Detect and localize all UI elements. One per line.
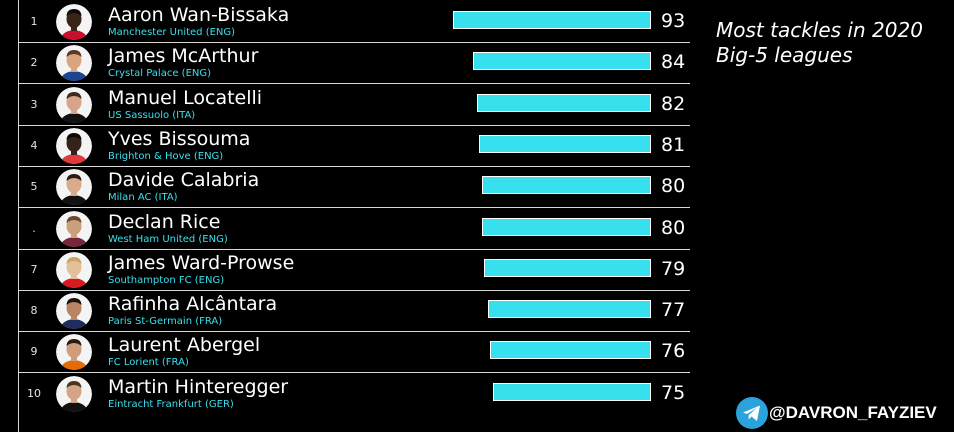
value-bar (483, 258, 651, 277)
table-row: 8 Rafinha Alcântara Paris St-Germain (FRA)… (0, 290, 690, 331)
rank-label: 5 (30, 180, 38, 194)
player-club: Paris St-Germain (FRA) (108, 316, 223, 328)
player-name: Manuel Locatelli (108, 86, 263, 109)
player-avatar (56, 293, 92, 330)
player-club: US Sassuolo (ITA) (108, 109, 196, 121)
player-club: Manchester United (ENG) (108, 27, 236, 38)
player-name: Martin Hinteregger (108, 375, 289, 398)
value-label: 75 (661, 381, 686, 404)
table-row: 5 Davide Calabria Milan AC (ITA) 80 (0, 166, 690, 207)
player-club: Southampton FC (ENG) (108, 274, 225, 286)
row-divider (18, 42, 690, 43)
player-name: Rafinha Alcântara (108, 293, 278, 316)
player-avatar (56, 86, 92, 123)
table-row: 4 Yves Bissouma Brighton & Hove (ENG) 81 (0, 125, 690, 166)
player-avatar (56, 169, 92, 206)
rank-label: 10 (27, 386, 41, 400)
player-club: Eintracht Frankfurt (GER) (108, 398, 234, 410)
row-divider (18, 372, 690, 373)
value-bar (490, 341, 651, 360)
value-bar (481, 217, 651, 236)
player-club: FC Lorient (FRA) (108, 357, 189, 369)
credit-handle: @DAVRON_FAYZIEV (769, 403, 937, 422)
player-name: James McArthur (108, 45, 259, 68)
player-avatar (56, 375, 92, 412)
value-label: 84 (661, 51, 686, 74)
value-bar (453, 11, 651, 29)
table-row: 10 Martin Hinteregger Eintracht Frankfurt … (0, 373, 690, 414)
rank-label: 2 (30, 56, 38, 70)
rank-label: 9 (30, 345, 38, 359)
value-bar (481, 176, 651, 195)
value-bar (477, 93, 651, 112)
value-label: 82 (661, 92, 686, 115)
table-row: 9 Laurent Abergel FC Lorient (FRA) 76 (0, 331, 690, 372)
value-bar (479, 134, 651, 153)
row-divider (18, 331, 690, 332)
player-name: Aaron Wan-Bissaka (108, 4, 290, 26)
player-club: Milan AC (ITA) (108, 192, 178, 204)
player-avatar (56, 334, 92, 371)
player-club: Brighton & Hove (ENG) (108, 150, 224, 162)
telegram-icon (736, 397, 768, 429)
player-avatar (56, 45, 92, 82)
rank-label: 1 (30, 15, 38, 28)
value-label: 77 (661, 299, 686, 322)
player-name: James Ward-Prowse (108, 251, 295, 274)
value-bar (472, 52, 651, 71)
title-line-1: Most tackles in 2020 (716, 18, 923, 42)
rank-label: 7 (30, 262, 38, 276)
row-divider (18, 83, 690, 84)
value-label: 80 (661, 175, 686, 198)
table-row: 1 Aaron Wan-Bissaka Manchester United (ENG… (0, 1, 690, 42)
rank-label: 4 (30, 138, 38, 152)
player-club: Crystal Palace (ENG) (108, 68, 212, 80)
player-avatar (56, 210, 92, 247)
title-line-2: Big-5 leagues (716, 43, 853, 67)
value-label: 81 (661, 133, 686, 156)
row-divider (18, 207, 690, 208)
table-row: 2 James McArthur Crystal Palace (ENG) 84 (0, 42, 690, 83)
value-label: 80 (661, 216, 686, 239)
player-avatar (56, 4, 92, 40)
player-name: Laurent Abergel (108, 334, 261, 357)
table-row: . Declan Rice West Ham United (ENG) 80 (0, 208, 690, 249)
player-name: Declan Rice (108, 210, 221, 233)
left-axis-line (18, 0, 19, 432)
rank-label: 8 (30, 304, 38, 318)
player-club: West Ham United (ENG) (108, 233, 228, 245)
rank-label: . (32, 221, 36, 235)
value-bar (488, 300, 651, 319)
player-name: Yves Bissouma (108, 127, 251, 150)
row-divider (18, 125, 690, 126)
player-name: Davide Calabria (108, 169, 260, 192)
value-bar (492, 382, 651, 401)
row-divider (18, 290, 690, 291)
table-row: 7 James Ward-Prowse Southampton FC (ENG) 79 (0, 249, 690, 290)
player-avatar (56, 251, 92, 288)
value-label: 93 (661, 10, 686, 32)
chart-title: Most tackles in 2020 Big-5 leagues (716, 18, 923, 68)
row-divider (18, 249, 690, 250)
table-row: 3 Manuel Locatelli US Sassuolo (ITA) 82 (0, 84, 690, 125)
value-label: 79 (661, 257, 686, 280)
value-label: 76 (661, 340, 686, 363)
row-divider (18, 166, 690, 167)
player-avatar (56, 127, 92, 164)
rank-label: 3 (30, 97, 38, 111)
